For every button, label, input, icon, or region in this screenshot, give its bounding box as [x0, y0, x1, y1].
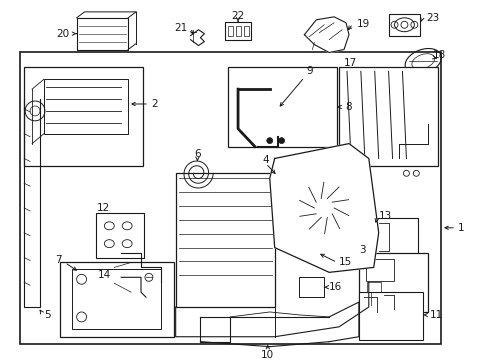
Text: 19: 19 — [356, 19, 369, 29]
Text: 15: 15 — [338, 257, 352, 267]
Bar — [236, 26, 241, 36]
Bar — [175, 173, 274, 307]
Text: 10: 10 — [261, 350, 274, 360]
Bar — [365, 260, 393, 281]
Text: 13: 13 — [378, 211, 391, 221]
Bar — [299, 277, 324, 297]
Text: 12: 12 — [96, 203, 109, 213]
Bar — [44, 79, 128, 134]
Text: 18: 18 — [432, 50, 446, 60]
Text: 14: 14 — [98, 270, 111, 280]
Bar — [77, 18, 128, 50]
Bar — [20, 51, 440, 344]
Polygon shape — [269, 144, 378, 273]
Text: 3: 3 — [358, 244, 365, 255]
Bar — [244, 26, 248, 36]
Text: 8: 8 — [345, 102, 351, 112]
Bar — [60, 262, 173, 337]
Polygon shape — [304, 17, 348, 53]
Bar — [358, 253, 427, 312]
Text: 5: 5 — [44, 310, 50, 320]
Bar — [96, 213, 143, 257]
Text: 6: 6 — [194, 149, 201, 158]
Bar — [228, 67, 336, 147]
Text: 17: 17 — [344, 58, 357, 68]
Text: 7: 7 — [55, 256, 61, 265]
Text: 20: 20 — [57, 29, 70, 39]
Text: 11: 11 — [429, 310, 443, 320]
Bar — [225, 22, 250, 40]
Text: 9: 9 — [305, 66, 312, 76]
Bar — [24, 67, 142, 166]
Text: 4: 4 — [262, 156, 268, 166]
Circle shape — [278, 138, 284, 144]
Bar — [228, 26, 233, 36]
Bar — [388, 14, 419, 36]
Text: 21: 21 — [174, 23, 187, 33]
Bar — [373, 218, 417, 256]
Bar — [366, 282, 380, 292]
Circle shape — [266, 138, 272, 144]
Text: 22: 22 — [231, 11, 244, 21]
Bar — [72, 269, 161, 329]
Text: 23: 23 — [426, 13, 439, 23]
Text: 1: 1 — [457, 223, 464, 233]
Text: 2: 2 — [151, 99, 157, 109]
Bar — [338, 67, 437, 166]
Text: 16: 16 — [328, 282, 342, 292]
Bar — [358, 292, 423, 340]
